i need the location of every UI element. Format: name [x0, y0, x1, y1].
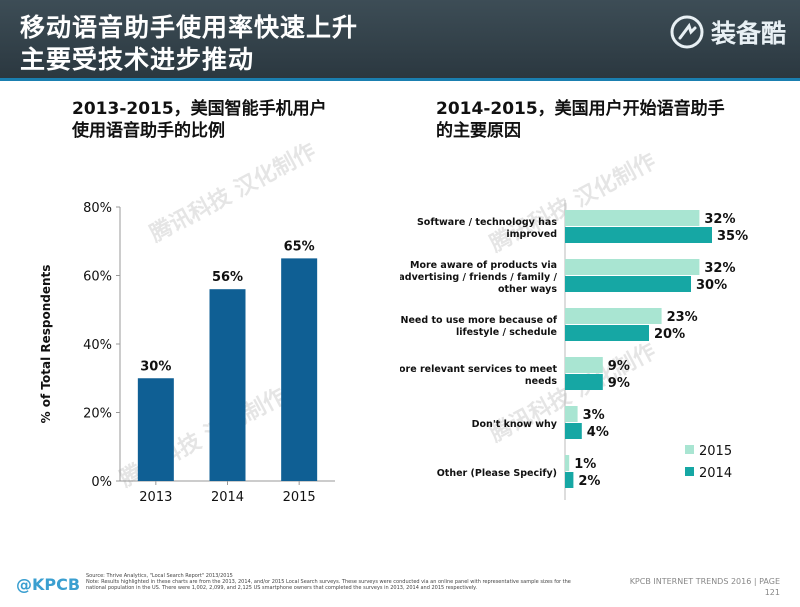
bar-2015	[565, 210, 700, 226]
y-tick-label: 80%	[83, 201, 112, 216]
source-note: Source: Thrive Analytics, "Local Search …	[86, 573, 586, 591]
page-footer: KPCB INTERNET TRENDS 2016 | PAGE 121	[630, 576, 780, 598]
y-tick-label: 40%	[83, 338, 112, 353]
bar-value-label: 1%	[574, 457, 596, 472]
category-label: Other (Please Specify)	[437, 468, 557, 479]
category-label: other ways	[498, 284, 557, 295]
category-label: More aware of products via	[410, 260, 557, 271]
category-label: Need to use more because of	[401, 315, 558, 326]
header-bar: 移动语音助手使用率快速上升 主要受技术进步推动 装备酷	[0, 0, 800, 78]
bar-value-label: 20%	[654, 327, 685, 342]
page-number: 121	[764, 588, 780, 597]
bar-2013	[137, 378, 174, 481]
brand-logo: 装备酷	[669, 14, 786, 50]
category-label: More relevant services to meet	[400, 364, 557, 375]
page-title-line2: 主要受技术进步推动	[20, 45, 255, 74]
brand-logo-icon	[670, 15, 704, 49]
right-chart-subtitle: 2014-2015，美国用户开始语音助手 的主要原因	[436, 98, 725, 142]
legend-swatch-2015	[685, 445, 694, 454]
bar-value-label: 30%	[696, 278, 727, 293]
right-subtitle-line2: 的主要原因	[436, 121, 521, 141]
bar-2014	[565, 374, 603, 390]
legend-label-2015: 2015	[699, 444, 732, 459]
legend-swatch-2014	[685, 467, 694, 476]
bar-value-label: 9%	[608, 376, 630, 391]
brand-logo-text: 装备酷	[710, 19, 786, 48]
bar-2014	[565, 227, 712, 243]
bar-value-label: 9%	[608, 359, 630, 374]
y-axis-label: % of Total Respondents	[39, 265, 53, 424]
x-tick-label: 2015	[283, 490, 316, 505]
bar-2014	[565, 472, 574, 488]
y-tick-label: 60%	[83, 270, 112, 285]
bar-value-label: 32%	[704, 212, 735, 227]
bar-2014	[565, 325, 649, 341]
x-tick-label: 2013	[139, 490, 172, 505]
bar-value-label: 23%	[667, 310, 698, 325]
legend-label-2014: 2014	[699, 466, 732, 481]
bar-value-label: 4%	[587, 425, 609, 440]
bar-2015	[565, 357, 603, 373]
y-tick-label: 20%	[83, 407, 112, 422]
bar-2014	[209, 289, 246, 481]
page-footer-text: KPCB INTERNET TRENDS 2016 | PAGE	[629, 577, 780, 586]
left-chart-subtitle: 2013-2015，美国智能手机用户 使用语音助手的比例	[72, 98, 327, 142]
bar-2015	[565, 455, 570, 471]
bar-2014	[565, 276, 691, 292]
category-label: Don't know why	[472, 419, 558, 430]
bar-2015	[565, 308, 662, 324]
bar-value-label: 65%	[284, 239, 315, 254]
bar-2015	[281, 258, 318, 481]
category-label: Software / technology has	[417, 217, 557, 228]
bar-value-label: 30%	[140, 359, 171, 374]
left-bar-chart: 0% 20% 40% 60% 80% 30% 2013 56% 2014 65% 2015 % of …	[39, 201, 335, 505]
y-tick-label: 0%	[91, 475, 112, 490]
right-subtitle-line1: 2014-2015，美国用户开始语音助手	[436, 99, 725, 119]
left-subtitle-line1: 2013-2015，美国智能手机用户	[72, 99, 327, 119]
source-line1: Source: Thrive Analytics, "Local Search …	[86, 573, 233, 579]
bar-value-label: 2%	[578, 474, 600, 489]
bar-2014	[565, 423, 582, 439]
bar-2015	[565, 406, 578, 422]
header-divider	[0, 78, 800, 81]
bar-value-label: 35%	[717, 229, 748, 244]
category-label: advertising / friends / family /	[400, 272, 558, 283]
left-subtitle-line2: 使用语音助手的比例	[72, 121, 225, 141]
x-tick-label: 2014	[211, 490, 244, 505]
bar-value-label: 3%	[583, 408, 605, 423]
category-label: needs	[525, 376, 557, 387]
bar-2015	[565, 259, 700, 275]
category-label: improved	[506, 229, 557, 240]
kpcb-logo: @KPCB	[16, 575, 81, 594]
bar-value-label: 32%	[704, 261, 735, 276]
category-label: lifestyle / schedule	[456, 327, 557, 338]
bar-value-label: 56%	[212, 270, 243, 285]
source-line2: Note: Results highlighted in these chart…	[86, 579, 571, 591]
page-title-line1: 移动语音助手使用率快速上升	[20, 13, 359, 42]
